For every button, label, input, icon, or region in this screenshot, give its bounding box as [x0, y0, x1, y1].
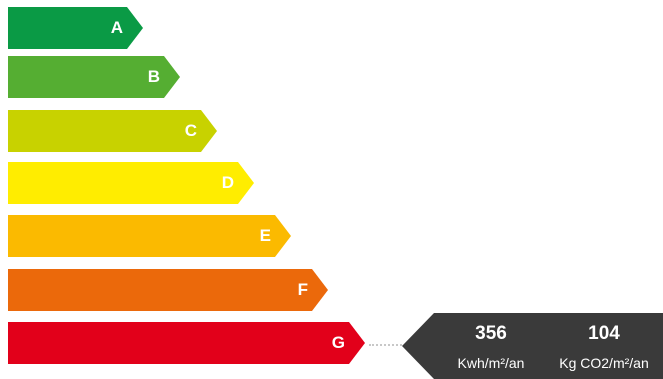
energy-class-g-label: G	[331, 333, 345, 352]
result-indicator: 356 Kwh/m²/an 104 Kg CO2/m²/an	[402, 313, 663, 379]
energy-class-c-bar: C	[8, 110, 217, 152]
energy-class-a-label: A	[110, 18, 123, 37]
energy-class-g-bar: G	[8, 322, 365, 364]
energy-class-f-label: F	[297, 280, 308, 299]
ges-emission-value: 104	[588, 323, 620, 344]
energy-class-e-bar: E	[8, 215, 291, 257]
energy-class-a-bar: A	[8, 7, 143, 49]
energy-class-f-bar: F	[8, 269, 328, 311]
result-connector-dots	[369, 344, 409, 346]
footnote-cut-off	[8, 373, 468, 379]
energy-class-b-bar: B	[8, 56, 180, 98]
energy-consumption-unit: Kwh/m²/an	[457, 355, 525, 371]
energy-class-d-label: D	[221, 173, 234, 192]
energy-consumption-value: 356	[475, 323, 507, 344]
energy-class-b-label: B	[147, 67, 160, 86]
energy-class-d-bar: D	[8, 162, 254, 204]
energy-class-c-label: C	[184, 121, 197, 140]
ges-emission-unit: Kg CO2/m²/an	[559, 355, 649, 371]
energy-class-e-label: E	[259, 226, 271, 245]
